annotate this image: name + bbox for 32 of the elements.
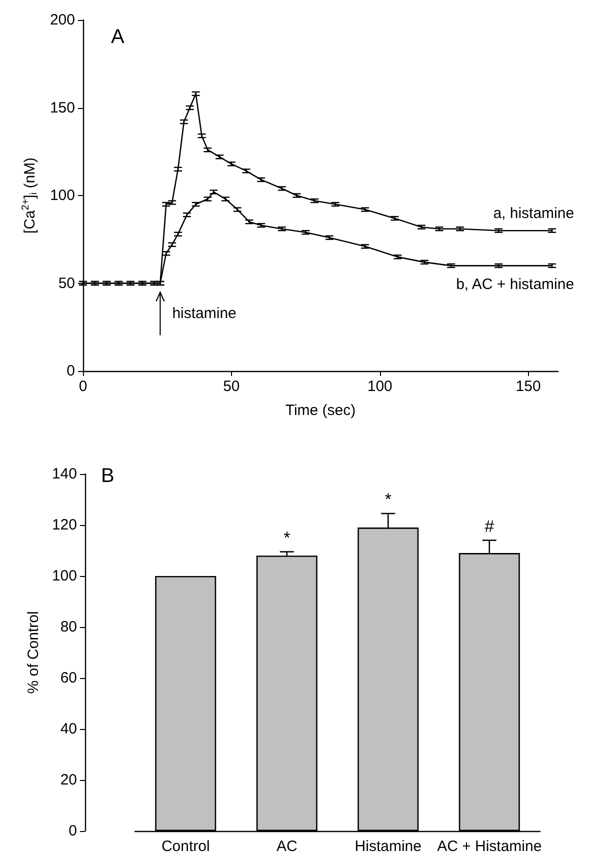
x-tick-label: 50 (223, 378, 240, 395)
annotation: histamine (172, 304, 236, 322)
x-tick-label: Control (161, 838, 210, 855)
y-tick-label: 60 (60, 670, 77, 686)
y-tick-label: 50 (58, 274, 75, 292)
y-tick-label: 100 (52, 568, 77, 584)
y-tick-label: 40 (60, 720, 77, 738)
y-tick-label: 150 (50, 99, 75, 116)
annotation: * (384, 490, 392, 510)
y-tick-label: 200 (50, 12, 75, 28)
y-tick-label: 0 (66, 362, 75, 380)
x-tick-label: AC + Histamine (437, 838, 542, 855)
y-tick-label: 0 (68, 822, 77, 840)
y-tick-label: 100 (50, 187, 75, 204)
x-tick-label: 100 (367, 378, 392, 395)
series-label: a, histamine (493, 205, 574, 222)
chart-title: B (101, 465, 114, 487)
annotation: # (484, 516, 495, 536)
y-tick-label: 20 (60, 772, 77, 788)
y-axis-title: [Ca2+]i (nM) (20, 157, 40, 234)
y-tick-label: 120 (52, 516, 77, 534)
chart-title: A (111, 26, 125, 48)
x-axis-title: Time (sec) (285, 402, 356, 419)
series-label: b, AC + histamine (456, 276, 574, 294)
x-tick-label: 0 (78, 378, 88, 395)
y-tick-label: 80 (60, 618, 77, 636)
x-tick-label: Histamine (354, 838, 422, 855)
y-axis-title: % of Control (25, 611, 42, 694)
x-tick-label: 150 (516, 378, 541, 395)
annotation: * (284, 528, 291, 548)
x-tick-label: AC (276, 838, 298, 855)
y-tick-label: 140 (52, 466, 77, 482)
